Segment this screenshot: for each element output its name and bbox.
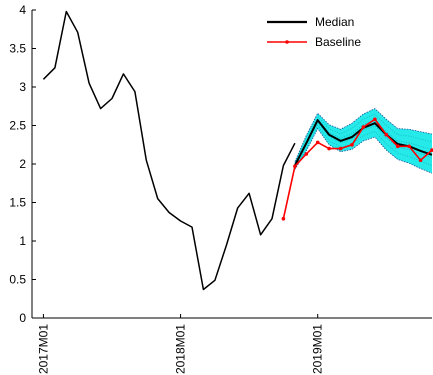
baseline-point — [304, 152, 309, 156]
baseline-point — [281, 216, 286, 221]
y-tick-label: 1.5 — [9, 196, 26, 210]
history-line — [42, 10, 296, 291]
legend-label-median: Median — [315, 15, 354, 29]
baseline-point — [327, 146, 331, 151]
y-tick-label: 3.5 — [9, 42, 26, 56]
baseline-point — [373, 117, 377, 122]
x-tick-label: 2019M01 — [311, 324, 325, 374]
series-line-baseline — [282, 118, 433, 219]
band-quantile-line — [294, 113, 433, 164]
y-tick-label: 2.5 — [9, 119, 26, 133]
baseline-point — [350, 143, 354, 147]
band-quantile-line — [294, 124, 433, 168]
axes: 0 0.5 1 1.5 2 2.5 3 3.5 4 2017M01 2018M01 2019M01 — [9, 3, 432, 374]
baseline-point — [407, 144, 411, 149]
x-tick-label: 2017M01 — [36, 324, 50, 374]
band-area — [294, 108, 432, 174]
x-tick-label: 2018M01 — [174, 324, 188, 374]
baseline-point — [418, 158, 423, 162]
y-tick-label: 2 — [19, 157, 26, 171]
y-tick-label: 3 — [19, 80, 26, 94]
baseline-point — [361, 125, 366, 129]
band-lower-line — [294, 127, 433, 174]
baseline-point — [395, 144, 400, 149]
baseline-point — [293, 164, 297, 169]
legend-label-baseline: Baseline — [315, 35, 361, 49]
y-tick-label: 0 — [19, 311, 26, 325]
baseline-point — [384, 132, 389, 137]
baseline-point — [430, 148, 433, 152]
y-tick-label: 0.5 — [9, 273, 26, 287]
series-layer — [42, 10, 433, 291]
legend-marker-baseline — [285, 40, 289, 44]
y-tick-label: 1 — [19, 234, 26, 248]
legend: Median Baseline — [267, 15, 361, 49]
baseline-point — [315, 140, 320, 145]
baseline-point — [338, 146, 343, 151]
y-tick-label: 4 — [19, 3, 26, 17]
